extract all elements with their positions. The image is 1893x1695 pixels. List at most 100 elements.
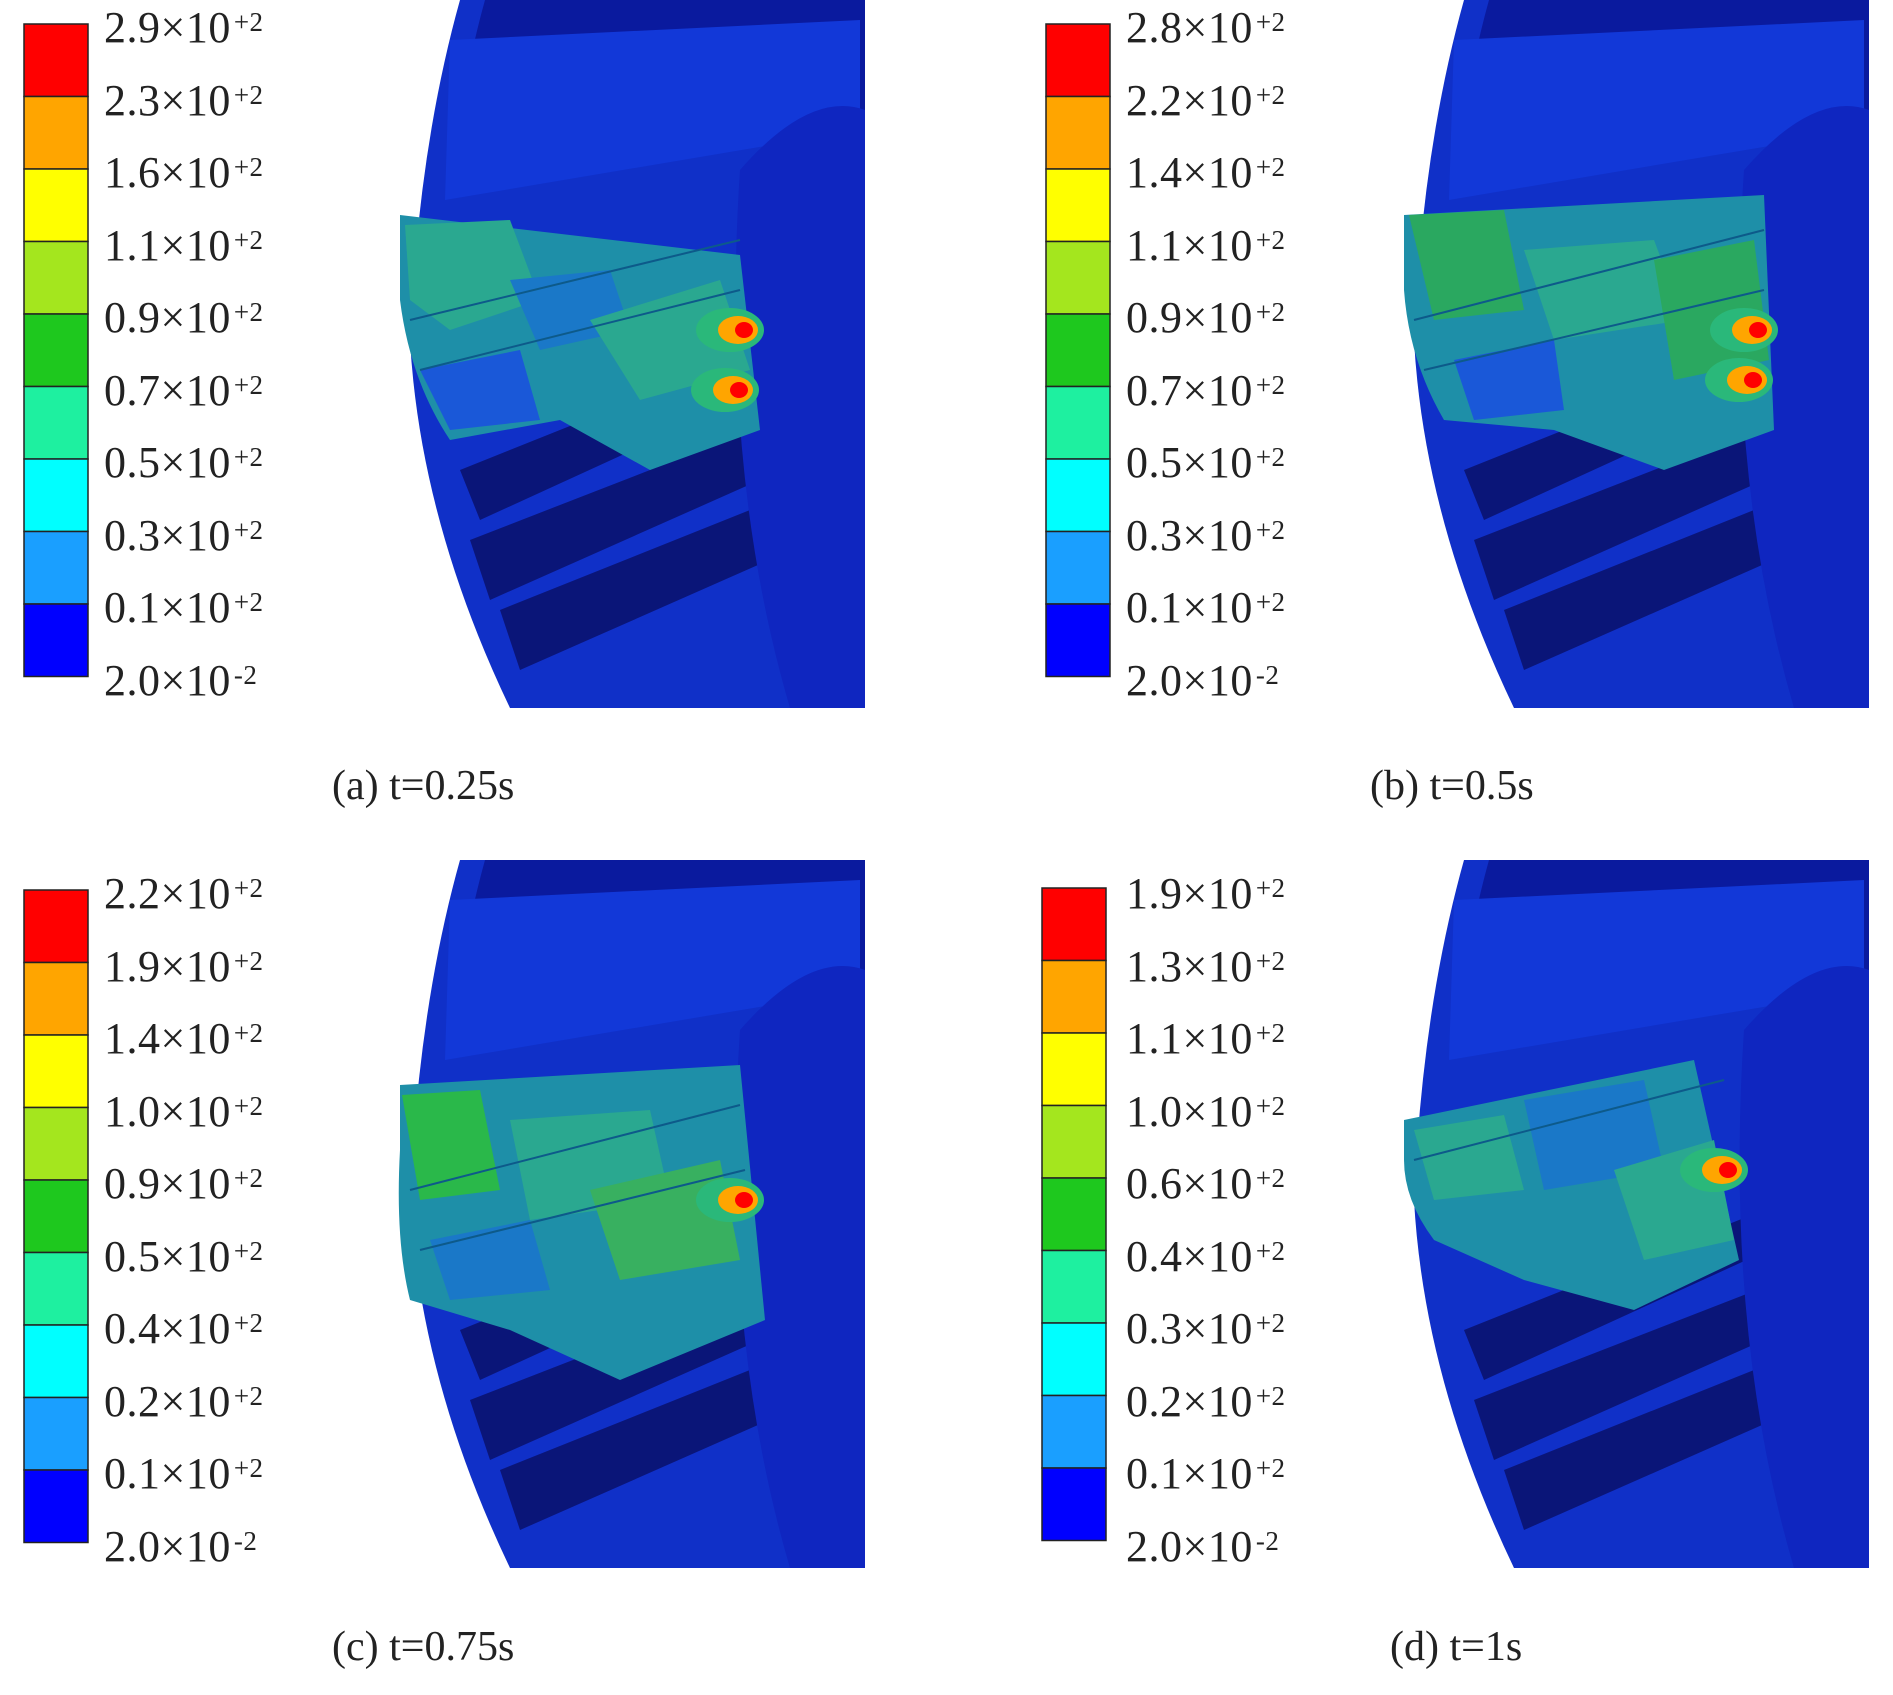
colorbar-segment [23,1034,89,1109]
legend-label-mantissa: 0.2×10 [1126,1376,1253,1426]
legend-label-exponent: +2 [233,1235,264,1266]
legend-label: 2.3×10 +2 [104,78,264,123]
legend-label-exponent: +2 [233,79,264,110]
legend-label: 0.5×10 +2 [104,441,264,485]
legend-label-exponent: +2 [233,297,264,327]
legend-label: 0.2×10 +2 [1126,1376,1286,1426]
colorbar-segment [23,1106,89,1181]
legend-label-mantissa: 0.1×10 [104,1449,231,1498]
legend-label: 1.9×10 +2 [1126,872,1286,916]
legend-label: 0.2×10 +2 [104,1379,264,1424]
legend-label-exponent: +2 [233,1090,264,1121]
legend-label-exponent: +2 [1255,1380,1286,1411]
stress-patch [1414,1115,1524,1200]
colorbar-segment [23,603,89,678]
colorbar-segment [23,530,89,605]
legend-label-exponent: +2 [1255,1453,1286,1483]
legend-label-mantissa: 2.0×10 [104,1521,231,1571]
legend-label: 0.3×10 +2 [1126,510,1286,560]
legend-label-mantissa: 0.7×10 [1126,365,1253,415]
legend-label-exponent: -2 [233,659,258,690]
legend-label: 1.1×10 +2 [104,220,264,270]
panel-b: 2.8×10 +2 2.2×10 +2 1.4×10 +2 1.1×10 +2 0.9×10 +2… [1022,0,1893,835]
legend-label-exponent: +2 [1255,7,1286,37]
legend-label-exponent: +2 [1255,1163,1286,1193]
legend-label-exponent: +2 [233,587,264,617]
legend-label: 0.5×10 +2 [1126,441,1286,485]
legend-label-mantissa: 1.3×10 [1126,941,1253,991]
stress-contour-d [1404,860,1869,1568]
legend-label: 0.9×10 +2 [104,296,264,340]
colorbar-segment [1045,603,1111,678]
band-edge-line [419,1169,746,1251]
band-edge-line [1413,229,1765,321]
colorbar-segment [1045,240,1111,315]
legend-label-mantissa: 2.0×10 [1126,1521,1253,1571]
legend-label-mantissa: 1.9×10 [1126,869,1253,918]
colorbar-segment [23,385,89,460]
legend-label: 0.1×10 +2 [1126,586,1286,630]
model-top-face [445,20,860,200]
hotspot-core [730,382,748,398]
colorbar-segment [1041,1467,1107,1542]
legend-label-exponent: +2 [233,873,264,903]
caption-a: (a) t=0.25s [332,763,515,809]
legend-label-mantissa: 1.4×10 [1126,148,1253,197]
band-edge-line [1423,289,1765,371]
stress-patch [1409,210,1524,320]
panel-d: 1.9×10 +2 1.3×10 +2 1.1×10 +2 1.0×10 +2 0.6×10 +2… [1022,860,1893,1695]
legend-label: 2.9×10 +2 [104,6,264,50]
legend-label: 1.4×10 +2 [1126,151,1286,195]
colorbar-segment [23,23,89,98]
legend-label: 0.3×10 +2 [104,510,264,560]
legend-label-exponent: +2 [233,1018,264,1048]
colorbar-segment [1041,1322,1107,1397]
colorbar-segment [1041,887,1107,962]
legend-label-exponent: -2 [233,1525,258,1556]
stress-patch [590,280,750,400]
caption-c: (c) t=0.75s [332,1624,515,1670]
legend-label-exponent: +2 [233,1163,264,1193]
legend-label-mantissa: 0.3×10 [1126,510,1253,560]
stress-patch [1524,1080,1664,1190]
legend-label: 1.0×10 +2 [1126,1089,1286,1134]
hotspot-core [735,322,753,338]
legend-label-mantissa: 0.9×10 [104,1159,231,1208]
legend-label-mantissa: 1.6×10 [104,148,231,197]
legend-label: 1.9×10 +2 [104,944,264,989]
legend-label-mantissa: 2.2×10 [104,869,231,918]
legend-label: 1.1×10 +2 [1126,1017,1286,1061]
legend-label: 0.4×10 +2 [1126,1231,1286,1281]
legend-label: 1.6×10 +2 [104,151,264,195]
legend-label-mantissa: 0.7×10 [104,365,231,415]
band-edge-line [419,289,741,371]
legend-label-exponent: +2 [233,945,264,976]
legend-label-mantissa: 0.4×10 [1126,1231,1253,1281]
legend-label: 0.1×10 +2 [1126,1452,1286,1496]
legend-label-mantissa: 0.9×10 [1126,293,1253,342]
model-hub [1739,106,1869,708]
legend-label-exponent: -2 [1255,659,1280,690]
legend-label-exponent: +2 [1255,1018,1286,1048]
model-hub [735,106,865,708]
legend-label: 2.0×10 -2 [104,658,258,703]
colorbar-c [23,889,89,1544]
colorbar-segment [1041,1394,1107,1469]
legend-label-mantissa: 0.5×10 [104,438,231,487]
legend-label-mantissa: 0.3×10 [104,510,231,560]
stress-patch [1454,340,1564,420]
panel-a: 2.9×10 +2 2.3×10 +2 1.6×10 +2 1.1×10 +2 0.9×10 +2… [0,0,946,835]
legend-label-exponent: +2 [1255,873,1286,903]
legend-label-exponent: +2 [233,1453,264,1483]
legend-label-mantissa: 1.1×10 [104,220,231,270]
colorbar-segment [1041,1177,1107,1252]
hotspot-core [1719,1162,1737,1178]
caption-d: (d) t=1s [1390,1624,1523,1670]
model-top-face [1449,880,1864,1060]
colorbar-segment [1045,385,1111,460]
colorbar-segment [1041,1104,1107,1179]
colorbar-segment [23,1469,89,1544]
legend-label-mantissa: 0.5×10 [1126,438,1253,487]
caption-b: (b) t=0.5s [1370,763,1534,809]
legend-label-exponent: +2 [233,369,264,400]
